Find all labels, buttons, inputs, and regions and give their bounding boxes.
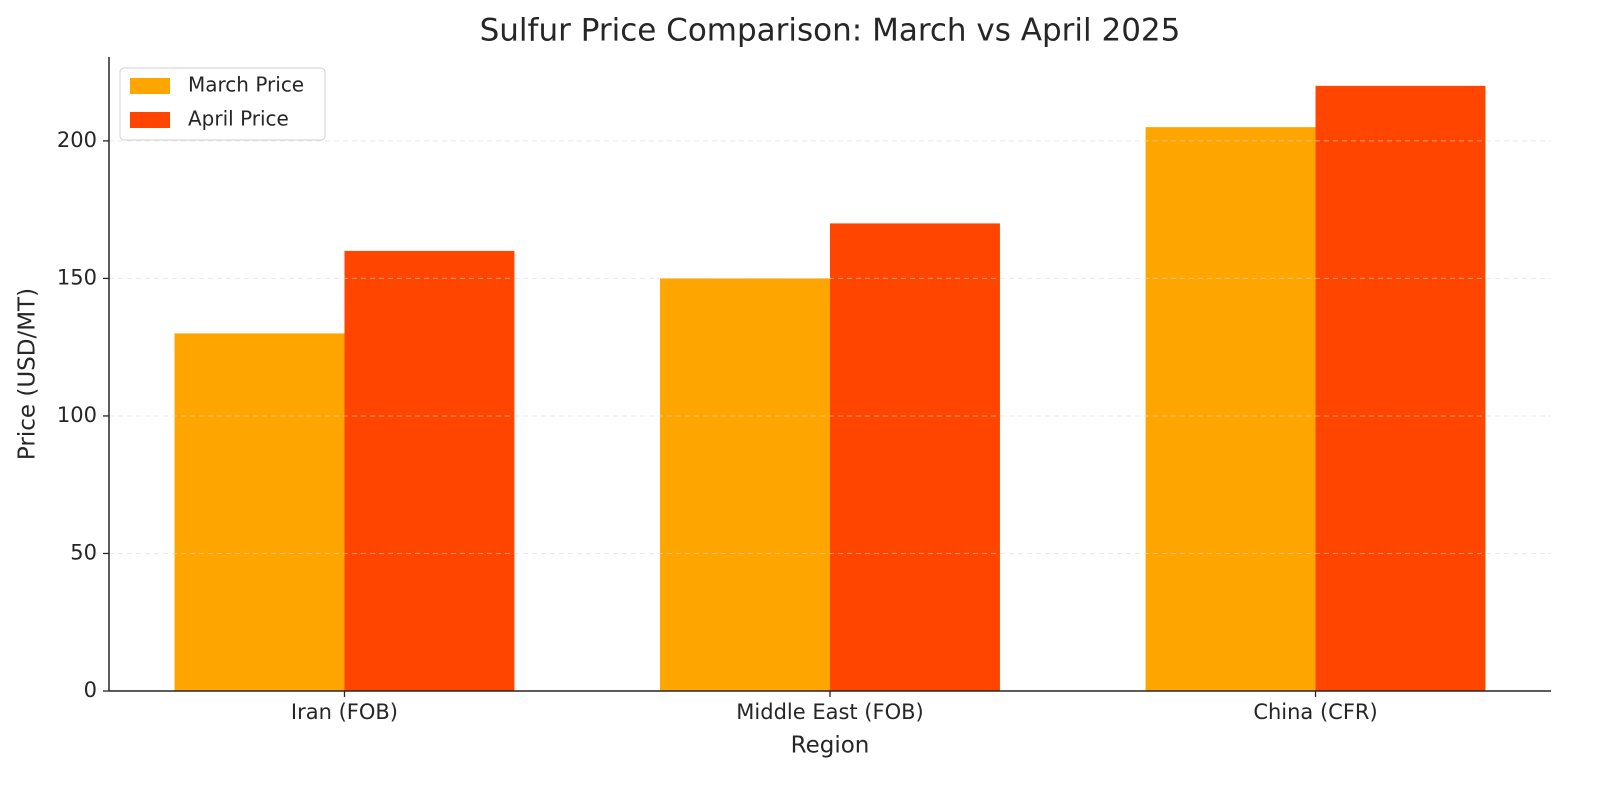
legend-label: March Price [188, 73, 304, 97]
y-axis-label: Price (USD/MT) [15, 288, 41, 460]
x-tick-label: Iran (FOB) [291, 700, 398, 724]
bar [830, 223, 1000, 691]
legend-swatch [130, 112, 170, 128]
legend-box [119, 67, 326, 141]
x-tick-label: China (CFR) [1253, 700, 1377, 724]
bar [174, 333, 345, 691]
bar [1145, 127, 1316, 691]
y-tick-label: 0 [84, 678, 97, 702]
chart-title: Sulfur Price Comparison: March vs April … [480, 13, 1181, 49]
y-tick-label: 150 [57, 265, 97, 289]
legend-swatch [130, 78, 170, 94]
y-tick-label: 200 [57, 128, 97, 152]
y-tick-label: 50 [70, 540, 97, 564]
bar [660, 278, 830, 691]
x-tick-label: Middle East (FOB) [736, 700, 923, 724]
bar [344, 250, 515, 691]
y-tick-label: 100 [57, 403, 97, 427]
bar [1315, 85, 1486, 692]
x-axis-label: Region [791, 733, 870, 759]
legend-label: April Price [188, 107, 289, 131]
